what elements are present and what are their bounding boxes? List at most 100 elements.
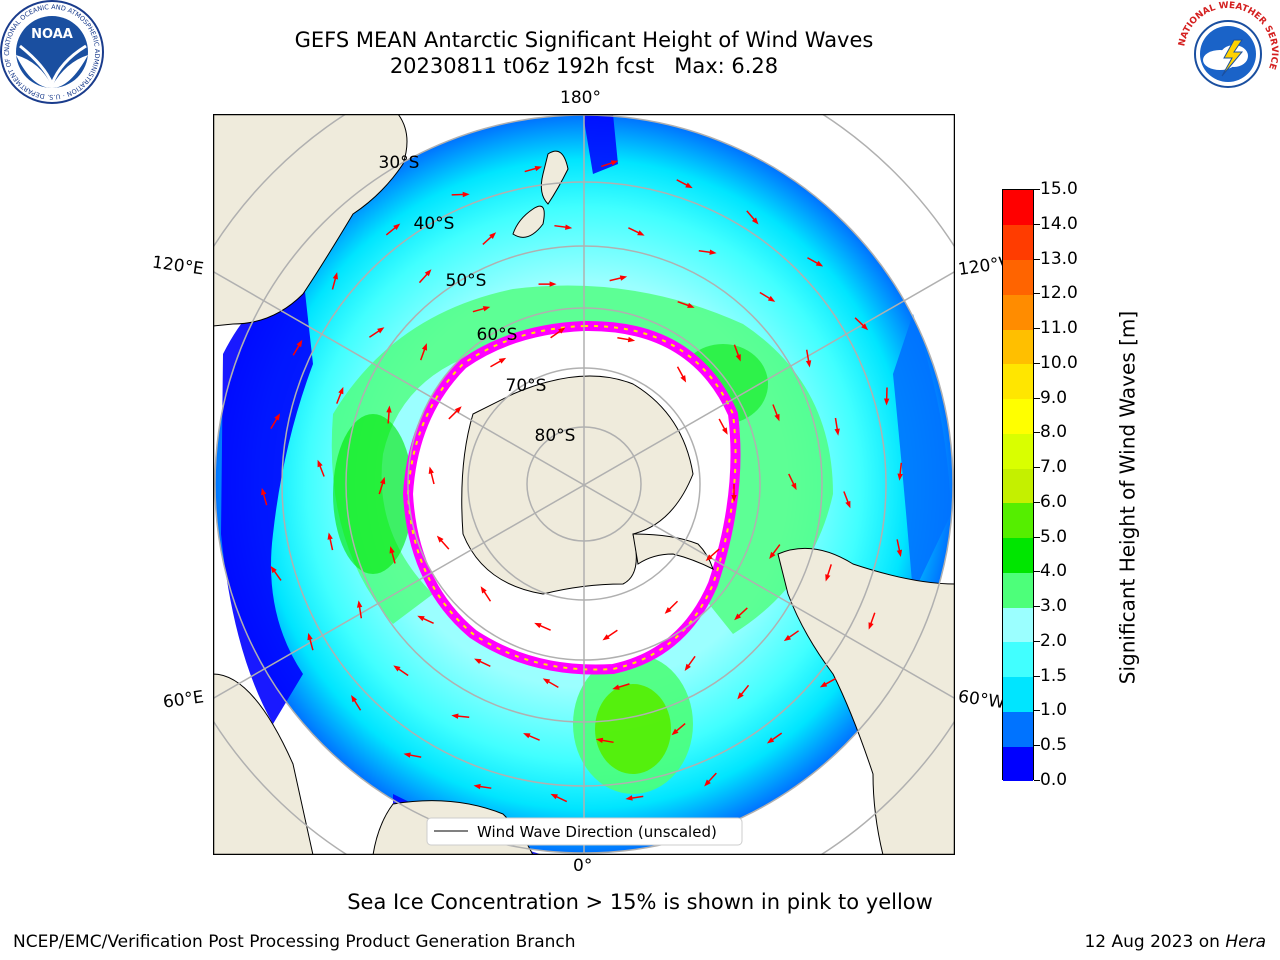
colorbar-segment <box>1003 468 1033 504</box>
new-zealand-north <box>540 150 569 205</box>
wind-arrow-head <box>791 482 797 491</box>
wind-arrow-head <box>610 160 619 166</box>
date-value: 12 Aug 2023 on <box>1084 932 1220 952</box>
colorbar-tick-mark <box>1034 745 1040 747</box>
lat-label-40s: 40°S <box>414 214 455 234</box>
nws-logo: NATIONAL WEATHER SERVICE <box>1177 1 1279 102</box>
colorbar-tick-label: 0.0 <box>1040 770 1068 790</box>
wind-arrow-head <box>825 574 831 582</box>
wind-arrow-head <box>474 658 482 665</box>
wind-arrow-head <box>805 360 812 368</box>
colorbar-segment <box>1003 329 1033 365</box>
lon-label-120e: 120°E <box>150 252 205 280</box>
wind-arrow-head <box>351 694 358 703</box>
colorbar-segment <box>1003 572 1033 608</box>
low-wave-region-east <box>893 314 951 594</box>
colorbar-segment <box>1003 224 1033 260</box>
colorbar-tick-mark <box>1034 675 1040 677</box>
noaa-text: NOAA <box>31 27 73 42</box>
colorbar-segment <box>1003 294 1033 330</box>
wind-arrow-head <box>356 600 363 608</box>
wind-arrow-head <box>737 692 744 700</box>
wind-arrow-head <box>709 249 717 255</box>
lon-label-0: 0° <box>573 856 593 876</box>
wind-arrow-head <box>685 182 693 189</box>
colorbar-tick-mark <box>1034 223 1040 225</box>
wind-arrow-head <box>534 622 542 629</box>
colorbar-segment <box>1003 190 1033 226</box>
wind-arrow-head <box>883 398 890 406</box>
wind-arrow-head <box>721 427 728 435</box>
colorbar-segment <box>1003 641 1033 678</box>
colorbar-tick-mark <box>1034 362 1040 364</box>
new-zealand-south <box>512 205 545 238</box>
chart-title: GEFS MEAN Antarctic Significant Height o… <box>294 28 874 52</box>
credit-text: NCEP/EMC/Verification Post Processing Pr… <box>13 932 576 952</box>
wind-arrow-head <box>565 224 573 230</box>
colorbar-tick-mark <box>1034 710 1040 712</box>
polar-stereographic-map: 30°S 40°S 50°S 60°S 70°S 80°S Wind Wave … <box>213 114 955 855</box>
wind-arrow-head <box>542 678 551 685</box>
wind-arrow-head <box>296 339 303 348</box>
wind-arrow-head <box>766 737 775 744</box>
wind-arrow-head <box>489 232 497 239</box>
lon-label-60w: 60°W <box>956 686 1007 714</box>
sea-ice-note: Sea Ice Concentration > 15% is shown in … <box>347 890 933 914</box>
wind-arrow-head <box>424 269 432 277</box>
wind-arrow-head <box>454 406 462 414</box>
colorbar-tick-mark <box>1034 640 1040 642</box>
wind-arrow-head <box>462 191 470 198</box>
wind-arrow-head <box>602 634 610 641</box>
wind-arrow-head <box>627 336 636 343</box>
low-wave-region-west <box>221 274 313 724</box>
wind-arrow-head <box>393 665 401 672</box>
colorbar-tick-mark <box>1034 780 1040 781</box>
wind-arrow-head <box>558 327 566 334</box>
legend-label: Wind Wave Direction (unscaled) <box>477 823 717 841</box>
wind-arrow-head <box>307 632 313 641</box>
wind-arrow-head <box>731 495 737 502</box>
wind-arrow-head <box>897 473 903 481</box>
wind-arrow-head <box>704 779 711 787</box>
colorbar-tick-label: 5.0 <box>1040 526 1068 547</box>
wind-arrow-head <box>451 713 459 719</box>
lat-label-70s: 70°S <box>506 376 547 396</box>
colorbar-tick-mark <box>1034 536 1040 538</box>
colorbar-tick-mark <box>1034 328 1040 330</box>
colorbar-tick-label: 12.0 <box>1040 283 1078 304</box>
wind-arrow-head <box>549 281 557 287</box>
date-text: 12 Aug 2023 on Hera <box>1084 932 1266 952</box>
colorbar-segment <box>1003 607 1033 643</box>
antarctic-peninsula <box>632 533 714 570</box>
wind-arrow-head <box>274 413 281 421</box>
wind-arrow-head <box>868 622 874 630</box>
wind-arrow-head <box>834 428 840 436</box>
wind-arrow-head <box>393 223 401 231</box>
wind-arrow-head <box>625 795 633 801</box>
colorbar-tick-mark <box>1034 606 1040 608</box>
antarctica-landmass <box>461 375 694 595</box>
wind-arrow-head <box>386 405 392 413</box>
map-legend: Wind Wave Direction (unscaled) <box>426 817 743 846</box>
wind-direction-arrows <box>261 160 903 803</box>
wind-arrow-head <box>783 634 792 642</box>
colorbar-segment <box>1003 676 1033 712</box>
wind-arrow-head <box>735 354 741 362</box>
low-wave-region-north <box>583 114 618 174</box>
colorbar-tick-label: 13.0 <box>1040 248 1078 269</box>
wind-arrow-head <box>550 793 558 800</box>
chart-subtitle: 20230811 t06z 192h fcst Max: 6.28 <box>389 54 779 78</box>
wind-arrow-head <box>480 586 487 594</box>
wind-arrow-head <box>637 230 645 236</box>
colorbar-tick-label: 1.0 <box>1040 700 1068 721</box>
colorbar-tick-label: 2.0 <box>1040 630 1068 651</box>
colorbar-tick-mark <box>1034 467 1040 469</box>
lon-label-180: 180° <box>560 88 601 108</box>
colorbar-tick-mark <box>1034 571 1040 573</box>
machine-name: Hera <box>1225 932 1266 952</box>
wind-arrow-head <box>261 487 267 496</box>
colorbar-tick-label: 3.0 <box>1040 596 1068 617</box>
wind-arrow-head <box>498 357 507 364</box>
wind-arrow-head <box>751 217 759 225</box>
colorbar-segment <box>1003 363 1033 400</box>
